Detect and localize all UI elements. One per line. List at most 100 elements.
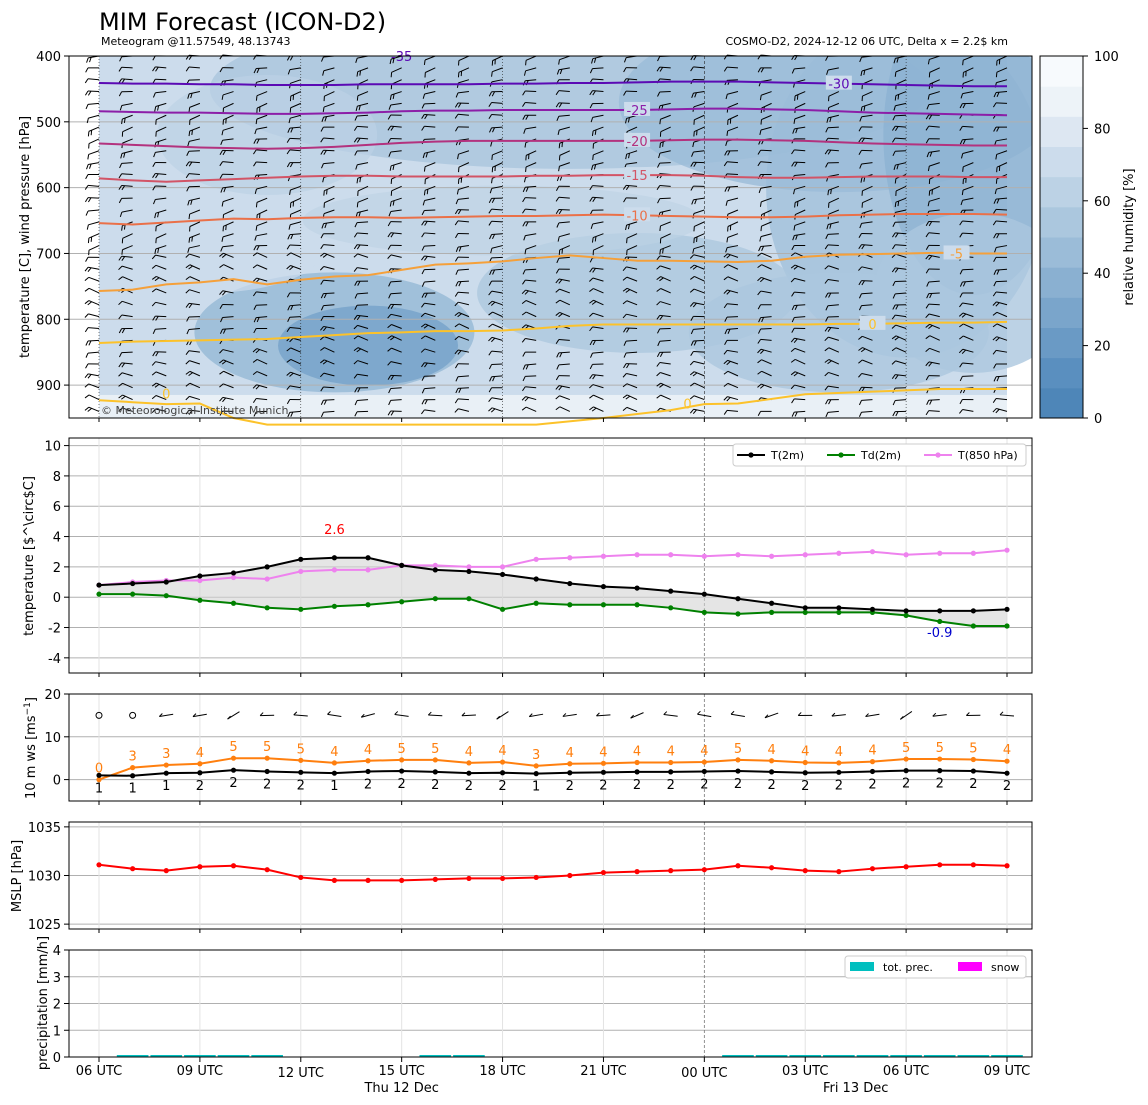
gust-value-label: 5: [229, 740, 237, 755]
wind-barb-flag: [455, 269, 459, 275]
wind-barb-flag: [926, 152, 930, 158]
temperature-frame: [68, 437, 1033, 674]
wind-barb-staff: [660, 265, 671, 270]
wind-barb-flag: [792, 235, 795, 241]
wind-barb-flag: [724, 329, 728, 335]
wind-barb-staff: [525, 90, 537, 93]
wind-barb-flag: [993, 269, 997, 275]
wind-barb-staff: [659, 209, 671, 213]
wind-barb-flag: [152, 329, 156, 334]
wind-barb-flag: [152, 92, 156, 98]
wind-barb-flag: [627, 117, 630, 123]
wind-barb-staff: [525, 150, 537, 156]
wind-barb-staff: [660, 126, 671, 133]
wind-barb-staff: [693, 408, 705, 412]
wind-barb-flag: [320, 126, 324, 132]
wind-barb-staff: [122, 300, 133, 306]
wind-barb-flag: [118, 198, 123, 204]
t2m-point: [399, 562, 405, 568]
surface-wind-barb-flag: [227, 715, 231, 720]
wind-barb-flag: [523, 128, 526, 134]
wind-barb-flag: [690, 66, 694, 72]
wind-barb-staff: [189, 370, 201, 377]
wind-barb-staff: [323, 372, 335, 377]
wind-barb-flag: [320, 252, 325, 257]
wind-barb-flag: [962, 139, 966, 145]
surface-wind-barb-flag: [764, 714, 769, 719]
wind-barb-flag: [694, 199, 697, 205]
wind-barb-staff: [189, 276, 201, 282]
wind-barb-flag: [623, 197, 627, 203]
wind-barb-staff: [525, 79, 537, 82]
wind-barb-flag: [723, 66, 728, 72]
wind-barb-flag: [353, 137, 358, 143]
wind-barb-staff: [222, 138, 234, 141]
wind-barb-staff: [289, 126, 301, 129]
wind-barb-flag: [925, 254, 930, 260]
wind-barb-staff: [929, 185, 940, 192]
wind-barb-staff: [693, 245, 705, 250]
wind-barb-staff: [592, 114, 604, 118]
wind-barb-staff: [88, 300, 100, 306]
wind-barb-staff: [323, 114, 335, 118]
wind-barb-staff: [87, 78, 100, 81]
wind-gust-point: [836, 760, 842, 766]
wind-barb-flag: [421, 303, 425, 308]
td2m-point: [298, 606, 304, 612]
wind-barb-flag: [255, 385, 260, 390]
wind-barb-flag: [791, 398, 795, 404]
wind-barb-staff: [256, 291, 268, 294]
wind-barb-staff: [188, 66, 200, 69]
wind-barb-staff: [289, 327, 301, 329]
gust-value-label: 4: [801, 744, 809, 759]
wind-barb-staff: [659, 102, 671, 107]
upper-ytick-label: 700: [36, 247, 61, 262]
wind-barb-flag: [253, 305, 257, 310]
wind-barb-staff: [963, 323, 974, 329]
wind-barb-staff: [87, 102, 100, 105]
wind-barb-staff: [828, 114, 839, 119]
wind-barb-flag: [559, 352, 563, 358]
wind-barb-flag: [524, 142, 527, 148]
wind-barb-staff: [324, 185, 335, 192]
wind-barb-flag: [656, 288, 661, 292]
wind-barb-staff: [357, 114, 369, 117]
wind-barb-flag: [457, 209, 462, 215]
gust-value-label: 5: [398, 742, 406, 757]
wind-barb-flag: [622, 266, 627, 272]
wind-barb-staff: [390, 268, 402, 270]
wind-barb-staff: [659, 78, 671, 81]
wind-barb-staff: [256, 126, 268, 130]
wind-barb-staff: [760, 233, 772, 238]
wind-barb-staff: [861, 399, 873, 401]
wind-barb-flag: [421, 126, 425, 131]
mslp-point: [567, 872, 573, 879]
speed-value-label: 2: [196, 779, 204, 794]
wind-barb-flag: [925, 335, 931, 340]
wind-barb-staff: [390, 254, 402, 258]
wind-barb-flag: [727, 328, 731, 334]
wind-barb-staff: [323, 386, 335, 389]
wind-barb-flag: [185, 382, 191, 387]
wind-barb-staff: [592, 196, 604, 199]
wind-barb-staff: [155, 254, 167, 258]
wind-barb-staff: [693, 350, 705, 353]
wind-barb-staff: [256, 252, 268, 258]
wind-barb-flag: [790, 358, 796, 363]
wind-barb-flag: [757, 149, 762, 155]
wind-barb-flag: [488, 220, 492, 226]
wind-barb-staff: [929, 91, 940, 96]
wind-barb-flag: [287, 412, 291, 418]
wind-barb-staff: [323, 304, 335, 307]
wind-barb-flag: [85, 352, 89, 358]
colorbar-tick-label: 0: [1094, 412, 1102, 427]
wind-barb-staff: [861, 266, 873, 270]
wind-barb-flag: [757, 370, 762, 375]
wind-barb-staff: [289, 410, 301, 413]
wind-barb-flag: [421, 292, 425, 298]
wind-barb-flag: [290, 305, 294, 311]
wind-barb-flag: [219, 349, 224, 354]
mslp-point: [331, 877, 338, 883]
wind-barb-flag: [488, 198, 493, 204]
